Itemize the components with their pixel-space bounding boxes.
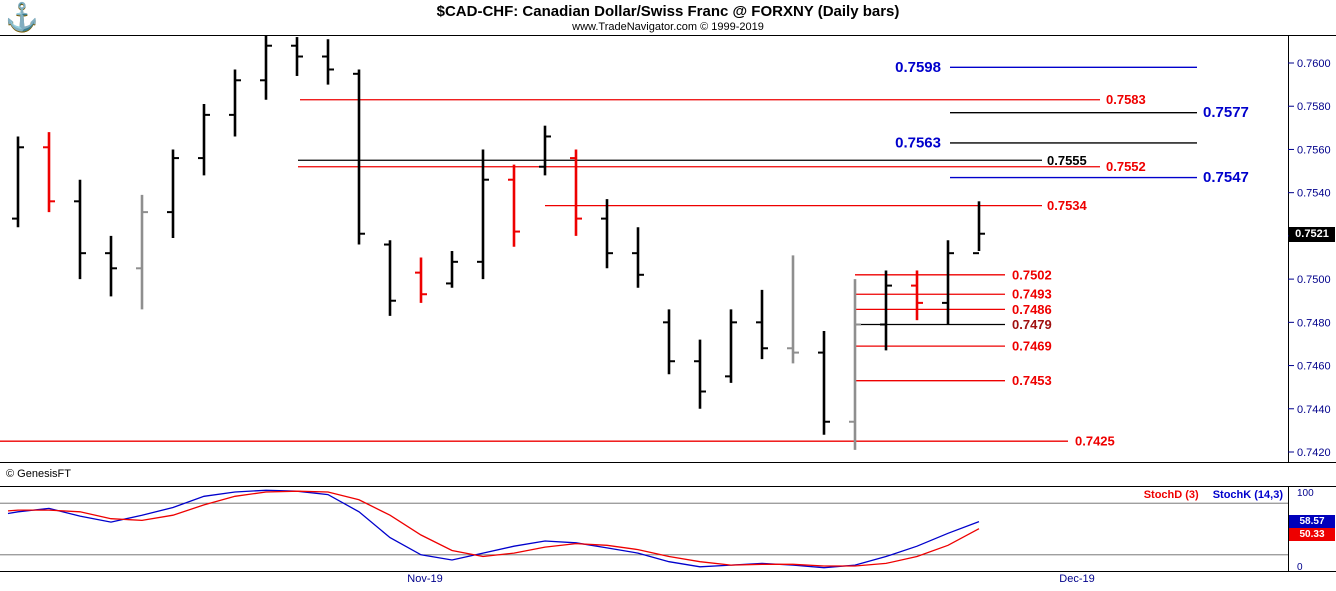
- price-bar: [74, 179, 86, 280]
- price-bar: [322, 39, 334, 85]
- price-level-label: 0.7453: [1012, 373, 1052, 388]
- price-bar: [384, 240, 396, 316]
- price-bar: [260, 35, 272, 100]
- price-bar: [849, 279, 861, 450]
- price-bar: [43, 132, 55, 213]
- price-level-label: 0.7577: [1203, 104, 1249, 121]
- price-bar: [291, 37, 303, 76]
- x-axis-label-nov: Nov-19: [407, 573, 443, 585]
- price-chart-panel[interactable]: 0.76000.75800.75600.75400.75200.75000.74…: [0, 35, 1336, 463]
- y-axis-tick-label: 0.7560: [1297, 144, 1331, 156]
- stochd-value-badge: 50.33: [1289, 528, 1335, 541]
- y-axis-tick-label: 0.7460: [1297, 361, 1331, 373]
- price-level-label: 0.7479: [1012, 317, 1052, 332]
- price-bar: [601, 199, 613, 269]
- price-level-label: 0.7552: [1106, 159, 1146, 174]
- price-bar: [818, 330, 830, 435]
- price-bar: [539, 125, 551, 176]
- price-level-label: 0.7486: [1012, 302, 1052, 317]
- last-price-badge: 0.7521: [1289, 227, 1335, 242]
- indicator-legend: StochD (3) StochK (14,3): [0, 489, 1283, 501]
- y-axis-tick-label: 0.7440: [1297, 404, 1331, 416]
- y-axis-tick-label: 0.7480: [1297, 317, 1331, 329]
- stochk-value-badge: 58.57: [1289, 515, 1335, 528]
- price-level-label: 0.7534: [1047, 198, 1088, 213]
- price-bar: [725, 309, 737, 383]
- price-bar: [353, 69, 365, 245]
- chart-subtitle: www.TradeNavigator.com © 1999-2019: [572, 21, 764, 33]
- price-bar: [787, 255, 799, 364]
- price-bar: [911, 270, 923, 321]
- price-level-label: 0.7502: [1012, 267, 1052, 282]
- price-bar: [229, 69, 241, 137]
- price-level-label: 0.7425: [1075, 434, 1115, 449]
- price-bar: [880, 270, 892, 351]
- chart-title: $CAD-CHF: Canadian Dollar/Swiss Franc @ …: [436, 3, 900, 20]
- y-axis-tick-label: 0.7420: [1297, 447, 1331, 459]
- stochk-line: [7, 489, 980, 569]
- price-level-label: 0.7555: [1047, 153, 1087, 168]
- price-bar: [973, 201, 985, 255]
- price-bar: [663, 309, 675, 375]
- price-bar: [446, 251, 458, 288]
- price-level-label: 0.7583: [1106, 92, 1146, 107]
- price-bar: [136, 194, 148, 310]
- price-bar: [694, 339, 706, 409]
- price-level-label: 0.7547: [1203, 169, 1249, 186]
- genesis-watermark: © GenesisFT: [6, 468, 71, 480]
- price-bar: [477, 149, 489, 280]
- price-level-label: 0.7493: [1012, 287, 1052, 302]
- stoch-axis-tick-label: 100: [1297, 488, 1314, 499]
- price-bar: [167, 149, 179, 239]
- stochastic-panel[interactable]: 100 0: [0, 486, 1336, 572]
- price-bar: [570, 149, 582, 236]
- price-bar: [105, 235, 117, 297]
- price-level-label: 0.7598: [895, 59, 941, 76]
- y-axis-tick-label: 0.7580: [1297, 101, 1331, 113]
- y-axis-tick-label: 0.7500: [1297, 274, 1331, 286]
- anchor-logo-icon: ⚓: [5, 2, 39, 32]
- price-bar: [415, 257, 427, 303]
- stochd-line: [7, 490, 980, 567]
- x-axis-label-dec: Dec-19: [1059, 573, 1095, 585]
- price-bar: [198, 104, 210, 176]
- stoch-axis-tick-label: 0: [1297, 562, 1303, 572]
- price-level-label: 0.7469: [1012, 339, 1052, 354]
- stochd-label[interactable]: StochD (3): [1143, 489, 1199, 501]
- price-bar: [756, 289, 768, 360]
- price-bar: [12, 136, 24, 228]
- stochk-label[interactable]: StochK (14,3): [1212, 489, 1283, 501]
- price-bar: [632, 227, 644, 288]
- price-level-label: 0.7563: [895, 134, 941, 151]
- y-axis-tick-label: 0.7600: [1297, 58, 1331, 70]
- y-axis-tick-label: 0.7540: [1297, 188, 1331, 200]
- price-bar: [508, 164, 520, 247]
- price-bar: [942, 240, 954, 325]
